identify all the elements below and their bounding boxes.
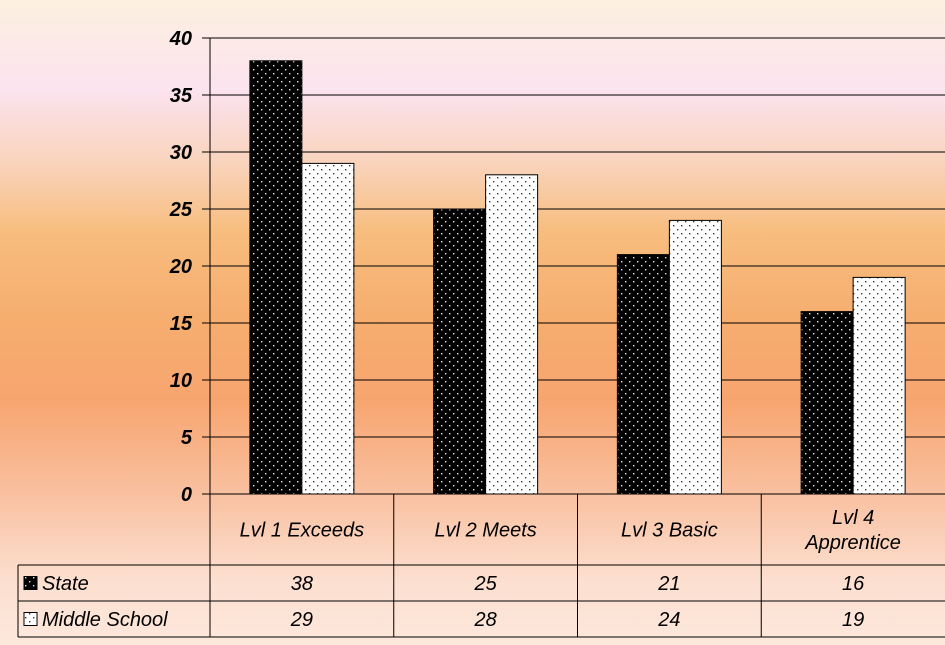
table-cell-value: 38 bbox=[291, 573, 313, 595]
y-tick-label: 5 bbox=[181, 427, 193, 449]
category-label: Lvl 2 Meets bbox=[434, 520, 536, 542]
category-label: Lvl 4 bbox=[832, 507, 874, 529]
y-tick-label: 40 bbox=[169, 28, 192, 50]
table-cell-value: 21 bbox=[657, 573, 680, 595]
table-cell-value: 28 bbox=[474, 609, 497, 631]
series-label: Middle School bbox=[42, 609, 168, 631]
category-label: Apprentice bbox=[804, 532, 901, 554]
bar-state bbox=[800, 311, 854, 495]
y-tick-label: 10 bbox=[170, 370, 192, 392]
table-cell-value: 19 bbox=[842, 609, 864, 631]
y-tick-label: 20 bbox=[169, 256, 192, 278]
y-tick-label: 30 bbox=[170, 142, 192, 164]
bar-middle-school bbox=[485, 174, 539, 495]
category-label: Lvl 3 Basic bbox=[621, 520, 718, 542]
bar-state bbox=[433, 208, 487, 495]
category-label: Lvl 1 Exceeds bbox=[240, 520, 365, 542]
bar-middle-school bbox=[852, 276, 906, 495]
table-cell-value: 16 bbox=[842, 573, 865, 595]
y-tick-label: 35 bbox=[170, 85, 193, 107]
bars bbox=[249, 60, 906, 495]
bar-state bbox=[616, 254, 670, 495]
y-tick-label: 15 bbox=[170, 313, 193, 335]
legend-key-middle-school bbox=[23, 612, 38, 626]
legend-key-state bbox=[23, 576, 38, 590]
table-cell-value: 29 bbox=[290, 609, 313, 631]
table-cell-value: 25 bbox=[474, 573, 498, 595]
data-table: Lvl 1 Exceeds Lvl 2 Meets Lvl 3 Basic Lvl 4… bbox=[17, 494, 945, 638]
table-cell-value: 24 bbox=[657, 609, 680, 631]
bar-state bbox=[249, 60, 303, 495]
y-tick-label: 25 bbox=[169, 199, 193, 221]
y-tick-label: 0 bbox=[181, 484, 192, 506]
series-label: State bbox=[42, 573, 89, 595]
bar-middle-school bbox=[301, 162, 355, 495]
y-tick-labels: 0 5 10 15 20 25 30 35 40 bbox=[169, 28, 193, 506]
bar-middle-school bbox=[668, 219, 722, 495]
